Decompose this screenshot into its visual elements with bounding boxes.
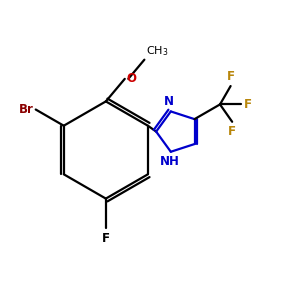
Text: F: F xyxy=(244,98,252,111)
Text: NH: NH xyxy=(159,155,179,168)
Text: N: N xyxy=(164,95,174,108)
Text: F: F xyxy=(226,70,235,83)
Text: F: F xyxy=(102,232,110,245)
Text: F: F xyxy=(228,125,236,138)
Text: CH$_3$: CH$_3$ xyxy=(146,44,168,58)
Text: O: O xyxy=(126,72,136,86)
Text: Br: Br xyxy=(20,103,34,116)
